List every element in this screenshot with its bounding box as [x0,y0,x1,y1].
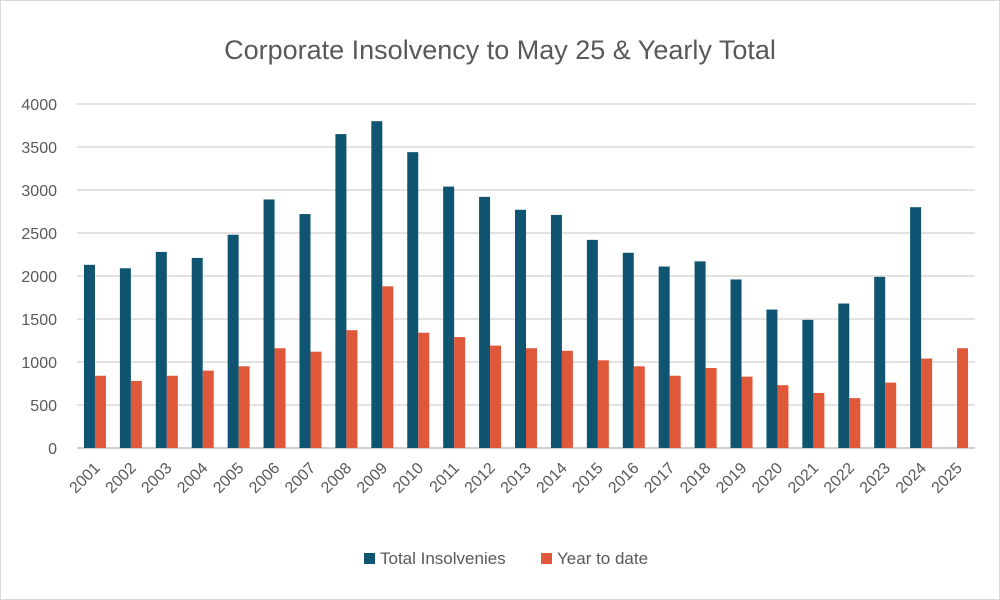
bar-total-insolvencies [371,121,383,448]
bar-total-insolvencies [874,276,886,448]
chart-title: Corporate Insolvency to May 25 & Yearly … [224,35,776,65]
x-axis-ticks: 2001200220032004200520062007200820092010… [67,460,966,497]
x-tick-label: 2007 [282,460,319,497]
bar-year-to-date [346,330,358,448]
x-tick-label: 2003 [138,460,175,497]
y-tick-label: 3000 [21,183,57,200]
bar-total-insolvencies [263,199,275,448]
bar-total-insolvencies [622,252,634,448]
bar-total-insolvencies [407,152,419,448]
x-tick-label: 2004 [174,460,211,497]
bar-year-to-date [921,358,933,448]
bar-total-insolvencies [443,186,455,448]
bar-total-insolvencies [119,268,131,448]
bar-year-to-date [166,375,178,448]
x-tick-label: 2022 [821,460,858,497]
y-tick-label: 3500 [21,140,57,157]
bar-total-insolvencies [802,319,814,448]
x-tick-label: 2018 [677,460,714,497]
bar-year-to-date [454,337,466,448]
bars [83,121,969,448]
x-tick-label: 2005 [210,460,247,497]
x-tick-label: 2011 [427,460,463,496]
y-tick-label: 500 [30,398,57,415]
bar-year-to-date [705,368,717,448]
y-tick-label: 2500 [21,226,57,243]
bar-total-insolvencies [838,303,850,448]
x-tick-label: 2006 [246,460,283,497]
bar-year-to-date [238,366,250,448]
x-tick-label: 2010 [390,460,427,497]
bar-year-to-date [813,392,825,448]
y-tick-label: 4000 [21,97,57,114]
x-tick-label: 2017 [641,460,678,497]
bar-year-to-date [957,348,969,448]
bar-total-insolvencies [515,209,526,448]
x-tick-label: 2002 [103,460,140,497]
bar-total-insolvencies [730,279,742,448]
bar-total-insolvencies [550,214,562,448]
bar-year-to-date [490,345,502,448]
x-tick-label: 2015 [569,460,606,497]
bar-total-insolvencies [766,309,778,448]
bar-year-to-date [633,366,645,448]
y-tick-label: 1000 [21,355,57,372]
bar-year-to-date [202,370,214,448]
bar-total-insolvencies [586,239,598,448]
bar-total-insolvencies [83,264,95,448]
x-tick-label: 2021 [785,460,822,497]
x-tick-label: 2012 [462,460,499,497]
bar-year-to-date [310,351,322,448]
x-tick-label: 2008 [318,460,355,497]
bar-year-to-date [777,385,789,448]
bar-year-to-date [382,286,394,448]
bar-year-to-date [526,348,537,448]
y-axis-ticks: 0 500 1000 1500 2000 2500 3000 3500 4000 [21,97,57,458]
x-tick-label: 2016 [605,460,642,497]
legend-label: Year to date [557,549,648,568]
bar-total-insolvencies [155,251,167,448]
y-tick-label: 0 [48,441,57,458]
bar-year-to-date [849,398,861,448]
bar-total-insolvencies [479,196,491,448]
legend-swatch [364,553,375,564]
legend-swatch [541,553,552,564]
bar-year-to-date [561,350,573,448]
x-tick-label: 2001 [67,460,104,497]
bar-year-to-date [418,332,430,448]
legend-label: Total Insolvenies [380,549,506,568]
x-tick-label: 2014 [534,460,571,497]
bar-year-to-date [130,380,142,448]
bar-total-insolvencies [299,214,311,448]
bar-year-to-date [274,348,286,448]
x-tick-label: 2023 [857,460,894,497]
bar-year-to-date [741,376,753,448]
legend: Total Insolvenies Year to date [364,549,648,568]
bar-year-to-date [669,375,681,448]
bar-total-insolvencies [335,134,347,448]
bar-total-insolvencies [227,234,239,448]
x-tick-label: 2019 [713,460,750,497]
y-tick-label: 2000 [21,269,57,286]
x-tick-label: 2013 [498,460,535,497]
bar-total-insolvencies [694,261,706,448]
bar-total-insolvencies [910,207,922,448]
bar-year-to-date [94,375,106,448]
x-tick-label: 2020 [749,460,786,497]
y-tick-label: 1500 [21,312,57,329]
bar-year-to-date [597,360,609,448]
x-tick-label: 2009 [354,460,391,497]
bar-total-insolvencies [191,257,203,448]
bar-year-to-date [885,382,897,448]
x-tick-label: 2024 [893,460,930,497]
bar-total-insolvencies [658,266,670,448]
x-tick-label: 2025 [929,460,966,497]
